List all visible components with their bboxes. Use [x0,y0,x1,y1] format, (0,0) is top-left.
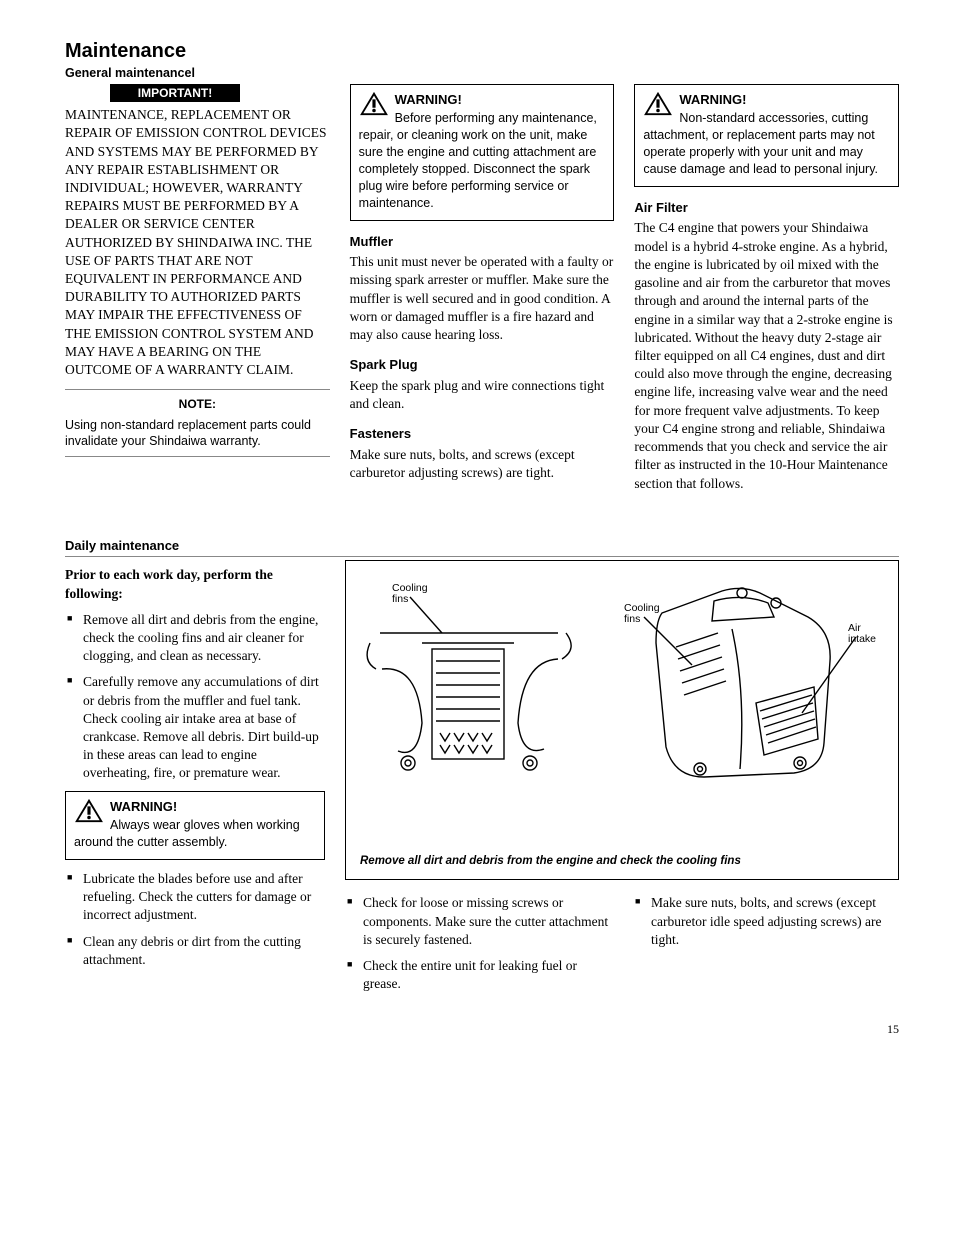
fasteners-text: Make sure nuts, bolts, and screws (excep… [350,446,615,482]
daily-left-col: Prior to each work day, perform the foll… [65,560,325,1001]
daily-row: Prior to each work day, perform the foll… [65,560,899,1001]
warning-box-3: WARNING! Always wear gloves when working… [65,791,325,860]
warning-header: WARNING! [110,798,316,816]
warning-body-3: Always wear gloves when working around t… [74,817,316,851]
diagram-box: Coolingfins [345,560,899,880]
page-number: 15 [65,1021,899,1037]
daily-list-right: Make sure nuts, bolts, and screws (excep… [633,894,899,949]
subtitle: General maintenancel [65,65,899,82]
maintenance-caps-text: MAINTENANCE, REPLACEMENT OR REPAIR OF EM… [65,106,330,379]
muffler-heading: Muffler [350,233,615,251]
diag-label-cooling-1: Coolingfins [392,582,428,605]
list-item: Make sure nuts, bolts, and screws (excep… [633,894,899,949]
warning-icon [359,91,389,117]
list-item: Check the entire unit for leaking fuel o… [345,957,611,993]
important-badge: IMPORTANT! [110,84,240,102]
warning-icon [74,798,104,824]
diagram-caption: Remove all dirt and debris from the engi… [360,854,884,870]
col-2: WARNING! Before performing any maintenan… [350,84,615,497]
warning-header: WARNING! [395,91,606,109]
daily-intro: Prior to each work day, perform the foll… [65,566,325,602]
note-label: NOTE: [65,396,330,412]
daily-right-col: Coolingfins [345,560,899,1001]
list-item: Carefully remove any accumulations of di… [65,673,325,782]
muffler-text: This unit must never be operated with a … [350,253,615,344]
fasteners-heading: Fasteners [350,425,615,443]
upper-columns: IMPORTANT! MAINTENANCE, REPLACEMENT OR R… [65,84,899,497]
daily-list-left-2: Lubricate the blades before use and afte… [65,870,325,969]
airfilter-text: The C4 engine that powers your Shindaiwa… [634,219,899,492]
diag-label-cooling-2: Coolingfins [624,602,660,625]
list-item: Lubricate the blades before use and afte… [65,870,325,925]
warning-box-1: WARNING! Before performing any maintenan… [350,84,615,221]
engine-diagram: Coolingfins [360,573,884,823]
daily-list-mid: Check for loose or missing screws or com… [345,894,611,993]
note-text: Using non-standard replacement parts cou… [65,417,330,458]
sparkplug-heading: Spark Plug [350,356,615,374]
col-3: WARNING! Non-standard accessories, cutti… [634,84,899,497]
daily-list-left-1: Remove all dirt and debris from the engi… [65,611,325,783]
warning-body-2: Non-standard accessories, cutting attach… [643,110,890,178]
list-item: Clean any debris or dirt from the cuttin… [65,933,325,969]
list-item: Remove all dirt and debris from the engi… [65,611,325,666]
warning-header: WARNING! [679,91,890,109]
airfilter-heading: Air Filter [634,199,899,217]
warning-box-2: WARNING! Non-standard accessories, cutti… [634,84,899,187]
sparkplug-text: Keep the spark plug and wire connections… [350,377,615,413]
page-title: Maintenance [65,38,899,65]
warning-icon [643,91,673,117]
daily-heading: Daily maintenance [65,537,899,558]
col-1: IMPORTANT! MAINTENANCE, REPLACEMENT OR R… [65,84,330,497]
list-item: Check for loose or missing screws or com… [345,894,611,949]
lower-item-columns: Check for loose or missing screws or com… [345,894,899,1001]
warning-body-1: Before performing any maintenance, repai… [359,110,606,211]
divider [65,389,330,390]
